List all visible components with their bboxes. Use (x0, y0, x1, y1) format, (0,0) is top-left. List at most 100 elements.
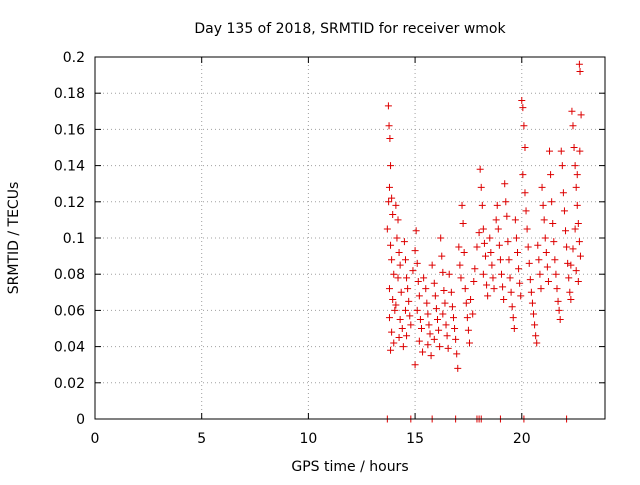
data-point (390, 339, 398, 347)
data-point (463, 314, 471, 322)
data-point (554, 297, 562, 305)
data-point (515, 265, 523, 273)
data-point (395, 248, 403, 256)
data-point (549, 220, 557, 228)
data-point (435, 326, 443, 334)
y-tick-label: 0.14 (54, 159, 85, 175)
data-point (387, 346, 395, 354)
data-point (414, 277, 422, 285)
x-tick-label: 5 (197, 431, 206, 447)
data-point (400, 238, 408, 246)
data-point (393, 234, 401, 242)
data-point (396, 315, 404, 323)
data-point (403, 274, 411, 282)
data-point (388, 256, 396, 264)
data-point (427, 352, 435, 360)
data-point (570, 144, 578, 151)
y-tick-label: 0.08 (54, 267, 85, 283)
data-point (411, 361, 419, 369)
data-point (519, 171, 527, 179)
data-point (383, 225, 391, 233)
data-point (478, 201, 486, 209)
data-point (552, 270, 560, 278)
data-point (387, 241, 395, 249)
data-point (405, 297, 413, 305)
data-point (438, 252, 446, 260)
data-point (391, 306, 399, 314)
data-point (521, 144, 529, 151)
x-tick-label: 10 (299, 431, 317, 447)
data-point (575, 238, 583, 246)
data-point (499, 283, 507, 291)
data-point (448, 303, 456, 311)
data-point (553, 285, 561, 293)
data-point (520, 122, 528, 130)
data-point (504, 238, 512, 246)
data-point (562, 227, 570, 235)
data-point (473, 243, 481, 251)
data-point (461, 285, 469, 293)
data-point (547, 171, 555, 179)
data-point (530, 310, 538, 318)
data-point (483, 281, 491, 289)
x-tick-label: 20 (513, 431, 531, 447)
data-point (479, 270, 487, 278)
data-point (415, 337, 423, 345)
data-point (426, 330, 434, 338)
data-point (445, 270, 453, 278)
data-point (492, 216, 500, 224)
data-point (385, 285, 393, 293)
data-point (567, 261, 575, 269)
data-point (557, 147, 565, 155)
data-point (532, 332, 540, 340)
data-point (484, 292, 492, 300)
data-point (437, 234, 445, 242)
data-point (522, 207, 530, 215)
chart-title: Day 135 of 2018, SRMTID for receiver wmo… (194, 21, 506, 37)
data-point (501, 180, 509, 188)
data-point (533, 339, 541, 347)
grid-lines (95, 57, 605, 419)
data-point (489, 274, 497, 282)
axis-ticks: 0 0.02 0.04 0.06 0.08 0.1 0.12 0.14 0.16 0.18 0.2 0… (54, 50, 605, 447)
data-point (523, 225, 531, 233)
data-point (506, 274, 514, 282)
data-point (476, 165, 484, 173)
data-point (422, 285, 430, 293)
data-point (395, 334, 403, 342)
data-point (574, 220, 582, 228)
data-point (433, 315, 441, 323)
data-point (399, 343, 407, 351)
data-point (542, 248, 550, 256)
data-point (543, 263, 551, 271)
data-point (537, 285, 545, 293)
data-point (518, 96, 526, 104)
data-point (441, 299, 449, 307)
data-point (431, 292, 439, 300)
data-point (556, 315, 564, 323)
data-point (531, 321, 539, 329)
data-point (558, 162, 566, 170)
data-point (417, 325, 425, 332)
data-point (577, 111, 585, 119)
data-point (439, 268, 447, 276)
data-point (576, 252, 584, 260)
data-point (480, 239, 488, 247)
data-point (503, 212, 511, 220)
data-point (390, 270, 398, 278)
data-point (551, 256, 559, 264)
data-point (409, 267, 417, 275)
y-axis-label: SRMTID / TECUs (6, 182, 22, 295)
data-point (568, 107, 576, 115)
data-point (487, 248, 495, 256)
data-point (538, 183, 546, 191)
data-point (505, 256, 513, 264)
data-point (571, 162, 579, 170)
y-tick-label: 0.1 (63, 231, 85, 247)
data-point (510, 325, 518, 332)
data-point (560, 207, 568, 215)
data-points (383, 60, 585, 423)
data-point (539, 201, 547, 209)
y-tick-label: 0.02 (54, 376, 85, 392)
data-point (385, 198, 393, 206)
